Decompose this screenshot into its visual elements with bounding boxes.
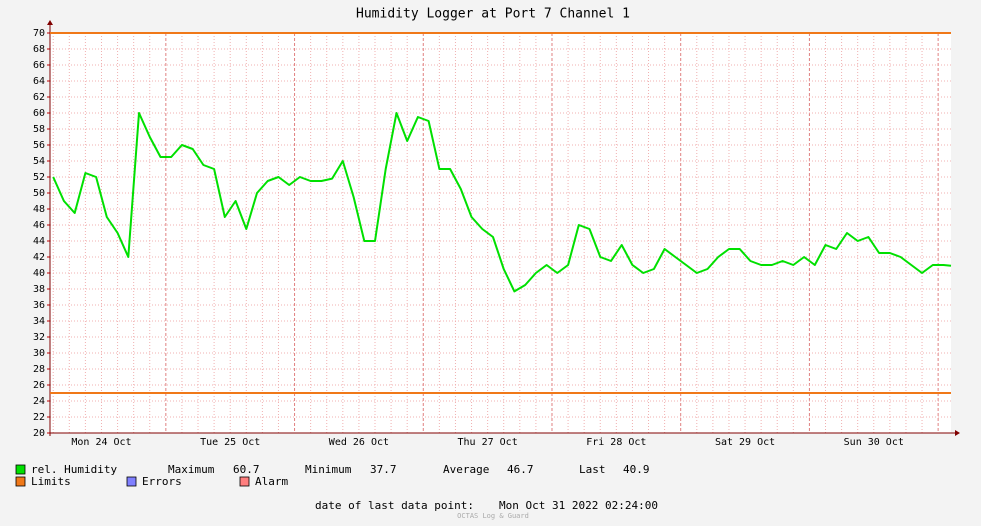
y-tick-label: 28 bbox=[33, 364, 45, 375]
x-tick-label: Sat 29 Oct bbox=[715, 437, 775, 448]
y-tick-label: 50 bbox=[33, 188, 45, 199]
y-tick-label: 44 bbox=[33, 236, 45, 247]
y-tick-label: 30 bbox=[33, 348, 45, 359]
data-line bbox=[52, 112, 952, 293]
y-tick-label: 56 bbox=[33, 140, 45, 151]
stat-value: 40.9 bbox=[623, 463, 650, 476]
y-tick-label: 62 bbox=[33, 92, 45, 103]
footer-label: date of last data point: bbox=[315, 499, 474, 512]
stat-value: 46.7 bbox=[507, 463, 534, 476]
legend-label: rel. Humidity bbox=[31, 463, 117, 476]
y-tick-label: 22 bbox=[33, 412, 45, 423]
legend-swatch bbox=[15, 464, 26, 475]
legend-label: Limits bbox=[31, 475, 71, 488]
watermark: OCTAS Log & Guard bbox=[457, 512, 529, 520]
stat-label: Average bbox=[443, 463, 489, 476]
stat-value: 37.7 bbox=[370, 463, 397, 476]
y-tick-label: 42 bbox=[33, 252, 45, 263]
legend-swatch bbox=[239, 476, 250, 487]
y-tick-label: 40 bbox=[33, 268, 45, 279]
y-axis-arrow bbox=[47, 20, 53, 25]
legend-label: Errors bbox=[142, 475, 182, 488]
y-tick-label: 26 bbox=[33, 380, 45, 391]
x-axis-arrow bbox=[955, 430, 960, 436]
x-tick-label: Tue 25 Oct bbox=[200, 437, 260, 448]
y-tick-label: 68 bbox=[33, 44, 45, 55]
y-tick-label: 48 bbox=[33, 204, 45, 215]
stat-label: Minimum bbox=[305, 463, 352, 476]
stat-label: Maximum bbox=[168, 463, 215, 476]
y-tick-label: 24 bbox=[33, 396, 45, 407]
stat-label: Last bbox=[579, 463, 606, 476]
y-tick-label: 54 bbox=[33, 156, 45, 167]
y-tick-label: 58 bbox=[33, 124, 45, 135]
x-tick-label: Thu 27 Oct bbox=[458, 437, 518, 448]
x-tick-label: Fri 28 Oct bbox=[586, 437, 646, 448]
plot-area bbox=[50, 33, 951, 433]
x-tick-label: Mon 24 Oct bbox=[71, 437, 131, 448]
y-tick-label: 64 bbox=[33, 76, 45, 87]
y-tick-label: 60 bbox=[33, 108, 45, 119]
stat-value: 60.7 bbox=[233, 463, 260, 476]
y-tick-label: 66 bbox=[33, 60, 45, 71]
y-tick-label: 70 bbox=[33, 28, 45, 39]
legend-swatch bbox=[15, 476, 26, 487]
chart-title: Humidity Logger at Port 7 Channel 1 bbox=[356, 7, 630, 22]
y-tick-label: 52 bbox=[33, 172, 45, 183]
legend-label: Alarm bbox=[255, 475, 288, 488]
legend-swatch bbox=[126, 476, 137, 487]
y-tick-label: 20 bbox=[33, 428, 45, 439]
y-tick-label: 46 bbox=[33, 220, 45, 231]
y-tick-label: 36 bbox=[33, 300, 45, 311]
x-tick-label: Wed 26 Oct bbox=[329, 437, 389, 448]
y-tick-label: 32 bbox=[33, 332, 45, 343]
footer-date: Mon Oct 31 2022 02:24:00 bbox=[499, 499, 658, 512]
x-tick-label: Sun 30 Oct bbox=[844, 437, 904, 448]
y-tick-label: 38 bbox=[33, 284, 45, 295]
y-tick-label: 34 bbox=[33, 316, 45, 327]
